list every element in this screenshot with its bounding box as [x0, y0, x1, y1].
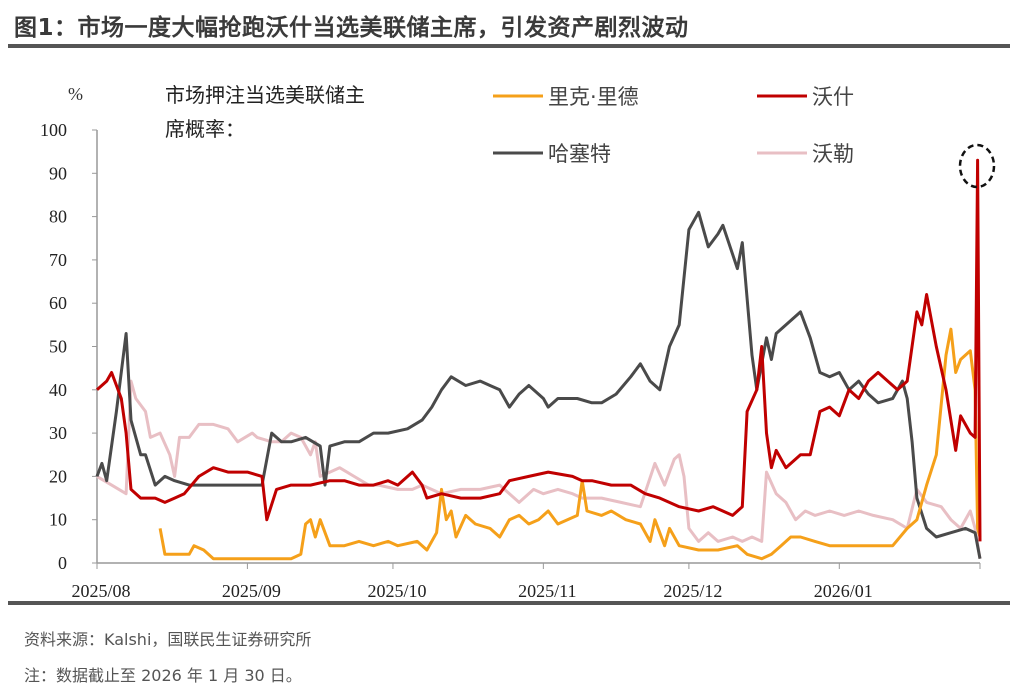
- x-tick-label: 2025/12: [663, 581, 722, 601]
- x-tick-label: 2025/08: [71, 581, 130, 601]
- series-lines: [95, 158, 982, 561]
- highlight-circle: [958, 143, 996, 189]
- x-tick-label: 2025/09: [222, 581, 281, 601]
- y-tick-label: 80: [49, 207, 67, 227]
- y-tick-label: 10: [49, 510, 67, 530]
- figure-title: 图1：市场一度大幅抢跑沃什当选美联储主席，引发资产剧烈波动: [14, 15, 689, 41]
- x-tick-label: 2026/01: [814, 581, 873, 601]
- x-tick-label: 2025/10: [367, 581, 426, 601]
- chart-title-line-1: 市场押注当选美联储主: [165, 83, 365, 107]
- source-note: 资料来源：Kalshi，国联民生证券研究所: [24, 630, 312, 649]
- y-axis-unit: %: [68, 84, 83, 104]
- y-tick-label: 100: [40, 120, 67, 140]
- footer-rule: [8, 601, 1010, 605]
- y-tick-label: 90: [49, 163, 67, 183]
- y-tick-label: 40: [49, 380, 67, 400]
- y-tick-label: 0: [58, 553, 67, 573]
- legend-label: 里克·里德: [548, 85, 639, 109]
- legend-label: 沃什: [812, 85, 854, 109]
- series-line-1: [95, 158, 982, 542]
- axes: 0 10 20 30 40 50 60 70 80 90 100 2025/08 2025/09 2025…: [40, 120, 981, 601]
- y-tick-label: 50: [49, 337, 67, 357]
- chart-title-line-2: 席概率：: [165, 117, 245, 141]
- series-line-2: [95, 210, 982, 559]
- legend-label: 沃勒: [812, 142, 854, 166]
- y-tick-label: 30: [49, 423, 67, 443]
- legend-label: 哈塞特: [548, 142, 611, 166]
- series-line-3: [96, 379, 982, 559]
- y-tick-label: 20: [49, 466, 67, 486]
- y-tick-label: 70: [49, 250, 67, 270]
- y-tick-label: 60: [49, 293, 67, 313]
- x-tick-label: 2025/11: [518, 581, 576, 601]
- series-line-0: [158, 327, 982, 561]
- title-rule: [8, 44, 1010, 48]
- data-note: 注：数据截止至 2026 年 1 月 30 日。: [24, 666, 302, 685]
